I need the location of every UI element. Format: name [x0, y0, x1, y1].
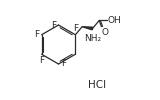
Text: F: F [34, 30, 39, 39]
Text: NH₂: NH₂ [84, 34, 101, 43]
Text: HCl: HCl [88, 80, 106, 90]
Polygon shape [82, 27, 93, 30]
Text: F: F [73, 24, 78, 32]
Text: F: F [39, 56, 44, 66]
Text: F: F [51, 20, 56, 30]
Text: OH: OH [107, 16, 121, 25]
Text: F: F [61, 60, 66, 68]
Text: O: O [102, 28, 109, 37]
